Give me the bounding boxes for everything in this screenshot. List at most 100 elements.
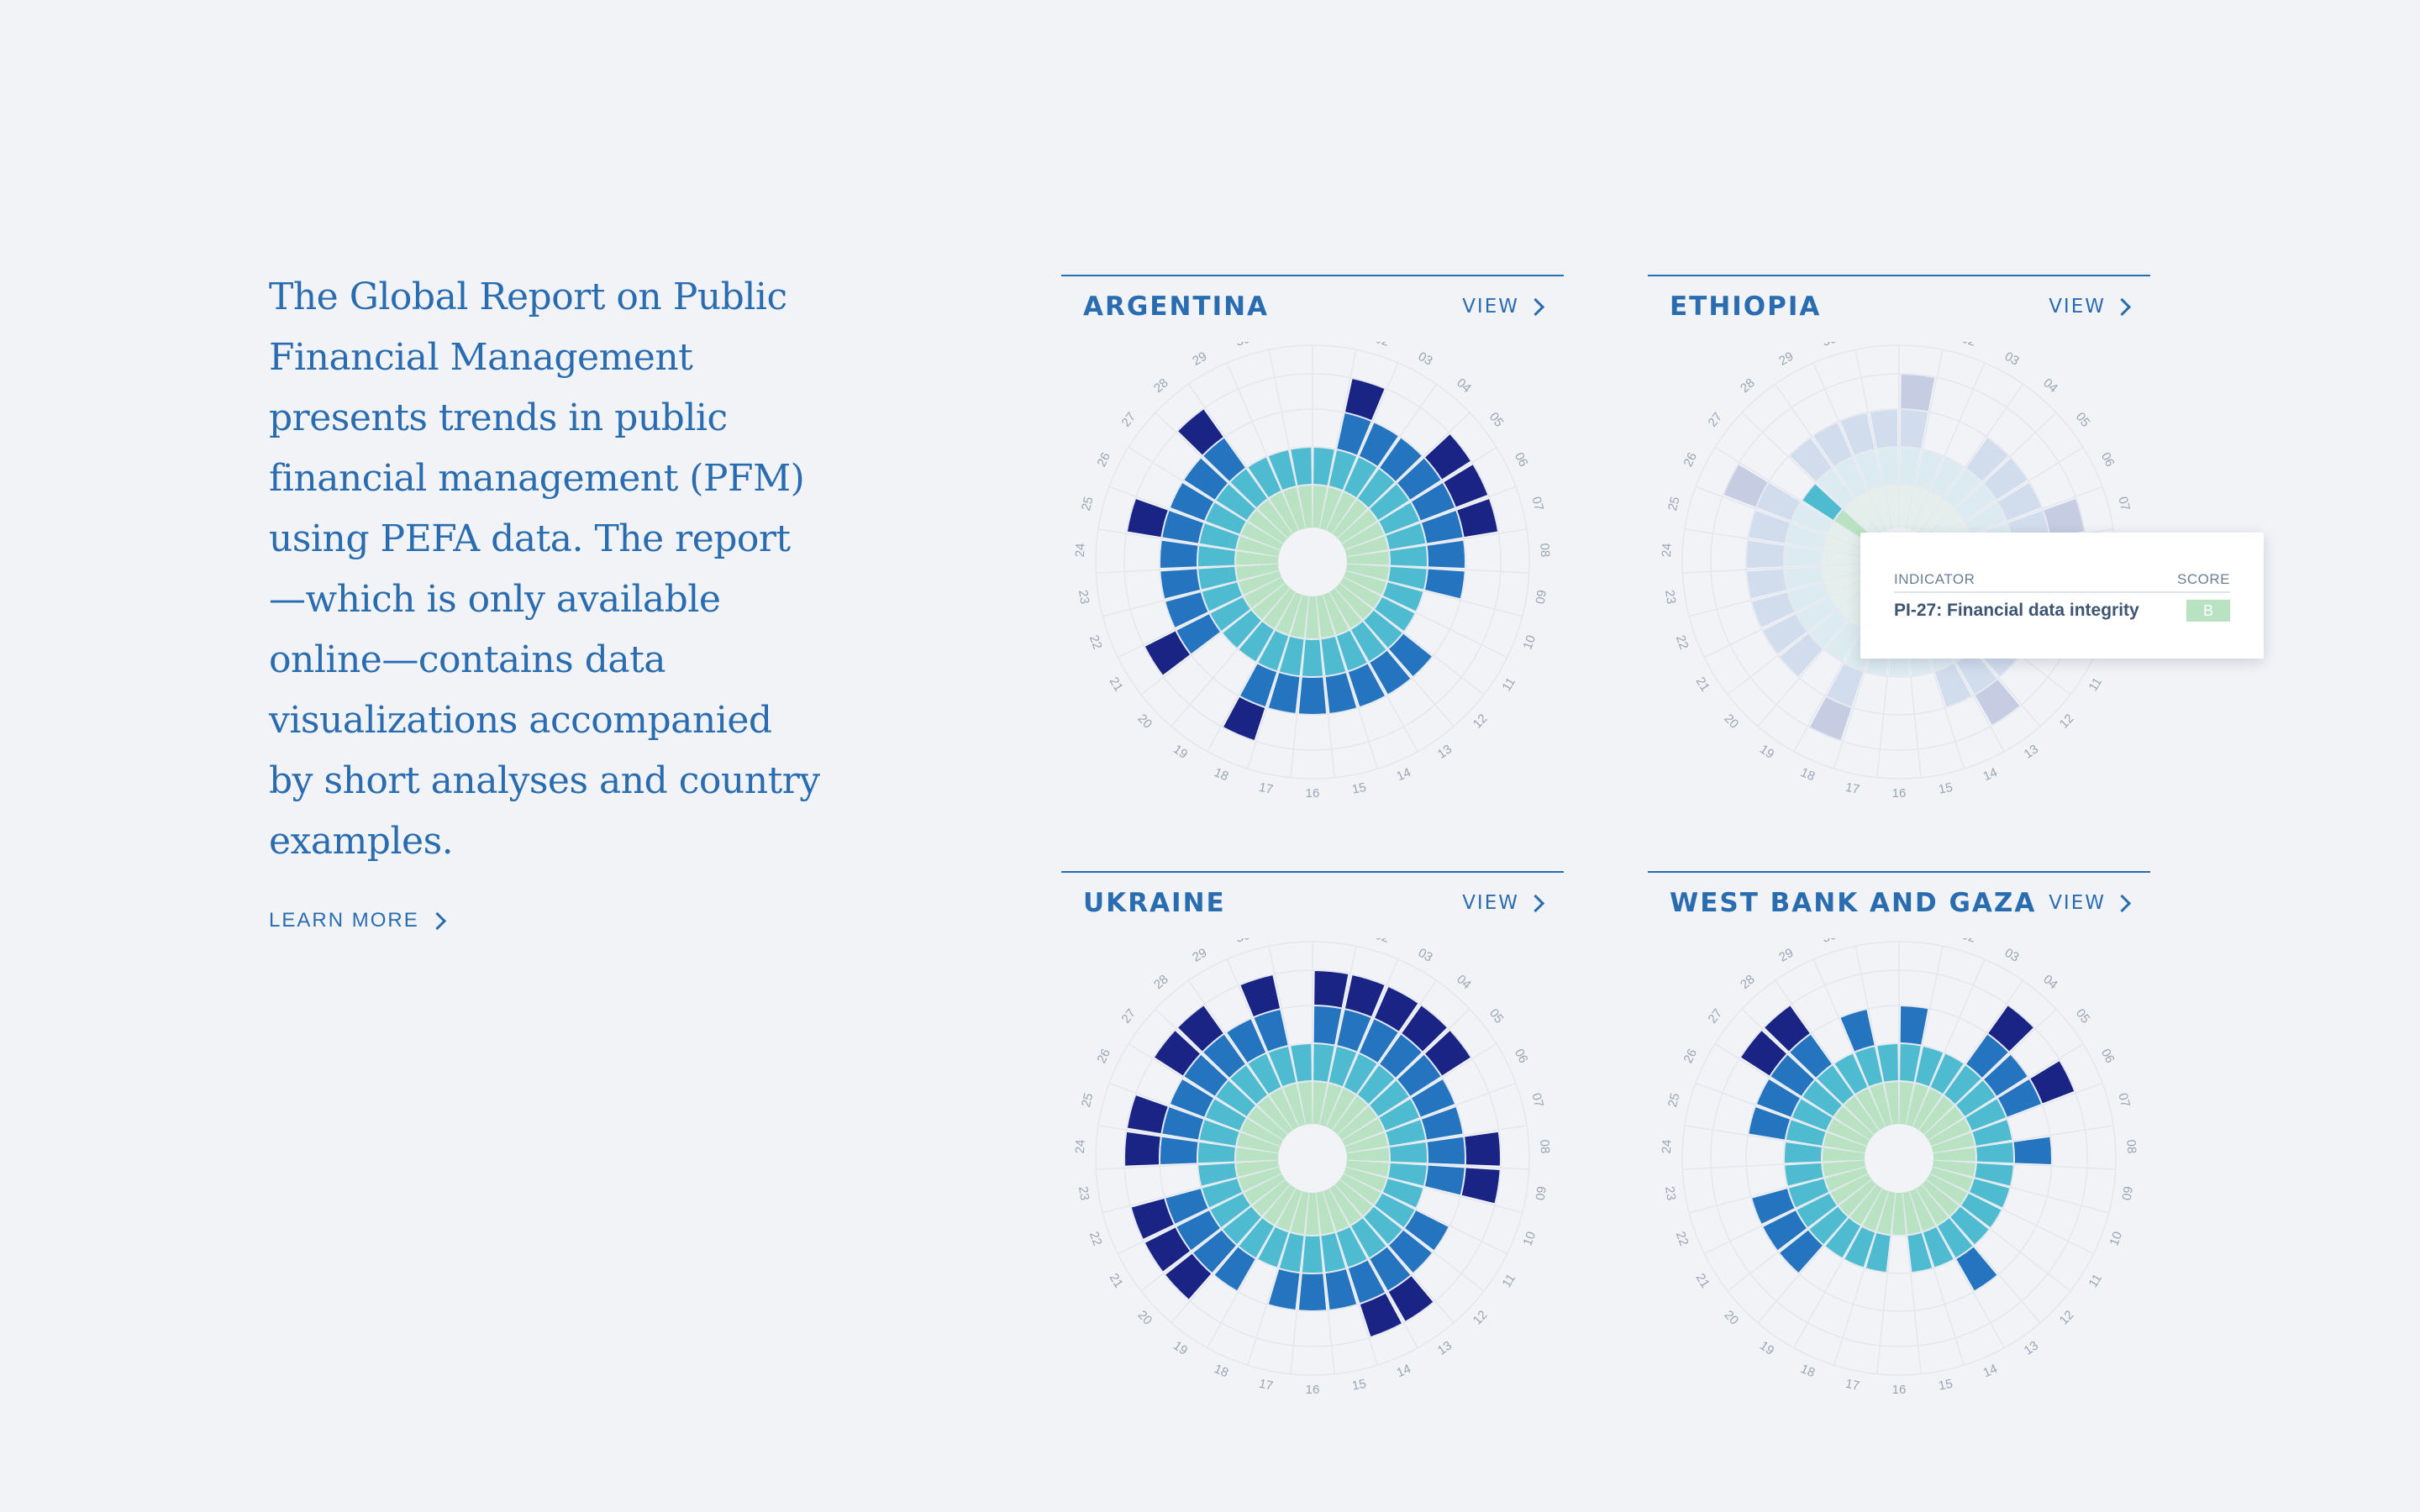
indicator-segment-09-level-2[interactable]	[1388, 1163, 1427, 1186]
indicator-segment-31-level-2[interactable]	[1291, 1044, 1312, 1082]
indicator-segment-25-level-2[interactable]	[1199, 523, 1239, 549]
indicator-segment-08-level-3[interactable]	[1427, 1137, 1465, 1164]
indicator-segment-06-level-2[interactable]	[1965, 1099, 2006, 1131]
indicator-segment-08-level-2[interactable]	[1390, 546, 1428, 567]
indicator-segment-29-level-1[interactable]	[1269, 1088, 1299, 1131]
indicator-segment-30-level-3[interactable]	[1254, 1010, 1288, 1052]
indicator-segment-13-level-1[interactable]	[1329, 588, 1362, 629]
indicator-segment-29-level-3[interactable]	[1813, 423, 1853, 466]
indicator-segment-31-level-2[interactable]	[1877, 1044, 1898, 1082]
indicator-segment-29-level-2[interactable]	[1248, 1053, 1281, 1095]
indicator-segment-05-level-1[interactable]	[1924, 1106, 1964, 1140]
indicator-segment-30-level-1[interactable]	[1283, 1084, 1306, 1127]
indicator-segment-29-level-1[interactable]	[1855, 491, 1886, 534]
indicator-segment-14-level-3[interactable]	[1348, 1260, 1385, 1304]
indicator-segment-20-level-2[interactable]	[1809, 1206, 1848, 1245]
indicator-segment-04-level-4[interactable]	[1402, 1005, 1447, 1052]
indicator-segment-18-level-2[interactable]	[1258, 1226, 1289, 1268]
indicator-segment-29-level-1[interactable]	[1269, 491, 1299, 534]
indicator-segment-25-level-2[interactable]	[1786, 1120, 1826, 1146]
indicator-segment-30-level-2[interactable]	[1854, 450, 1883, 491]
indicator-segment-09-level-2[interactable]	[1975, 1163, 2013, 1186]
indicator-segment-05-level-4[interactable]	[1425, 1031, 1470, 1076]
indicator-segment-23-level-2[interactable]	[1198, 566, 1237, 590]
indicator-segment-28-level-2[interactable]	[1817, 469, 1854, 508]
indicator-segment-25-level-1[interactable]	[1237, 1132, 1281, 1153]
indicator-segment-23-level-1[interactable]	[1236, 1160, 1280, 1177]
indicator-segment-30-level-1[interactable]	[1283, 487, 1306, 531]
indicator-segment-27-level-4[interactable]	[1155, 1031, 1200, 1076]
indicator-segment-02-level-1[interactable]	[1319, 1084, 1342, 1127]
indicator-segment-04-level-1[interactable]	[1918, 499, 1954, 538]
indicator-segment-07-level-4[interactable]	[2044, 499, 2085, 538]
indicator-segment-24-level-1[interactable]	[1823, 1147, 1865, 1162]
indicator-segment-23-level-3[interactable]	[1160, 569, 1200, 599]
indicator-segment-09-level-3[interactable]	[1425, 1165, 1465, 1195]
indicator-segment-21-level-2[interactable]	[1797, 1193, 1837, 1227]
indicator-segment-08-level-2[interactable]	[1390, 1142, 1428, 1163]
indicator-segment-04-level-2[interactable]	[1358, 469, 1395, 508]
indicator-segment-06-level-3[interactable]	[1997, 483, 2041, 521]
indicator-segment-07-level-1[interactable]	[1344, 1132, 1388, 1153]
indicator-segment-22-level-1[interactable]	[1825, 570, 1868, 596]
indicator-segment-15-level-2[interactable]	[1321, 1233, 1346, 1273]
indicator-segment-22-level-3[interactable]	[1752, 592, 1795, 627]
indicator-segment-30-level-3[interactable]	[1840, 413, 1875, 455]
indicator-segment-13-level-1[interactable]	[1329, 1184, 1362, 1226]
indicator-segment-20-level-2[interactable]	[1223, 1206, 1261, 1245]
indicator-segment-12-level-1[interactable]	[1335, 583, 1373, 620]
indicator-segment-19-level-3[interactable]	[1214, 1247, 1255, 1291]
indicator-segment-07-level-2[interactable]	[1972, 1120, 2012, 1146]
indicator-segment-22-level-3[interactable]	[1752, 1189, 1795, 1224]
indicator-segment-02-level-3[interactable]	[1337, 413, 1371, 455]
indicator-segment-23-level-3[interactable]	[1747, 569, 1786, 599]
indicator-segment-26-level-1[interactable]	[1828, 522, 1870, 550]
indicator-segment-18-level-1[interactable]	[1862, 1189, 1889, 1231]
indicator-segment-16-level-1[interactable]	[1305, 596, 1320, 639]
indicator-segment-19-level-2[interactable]	[1825, 1218, 1860, 1258]
indicator-segment-05-level-1[interactable]	[1338, 1106, 1377, 1140]
indicator-segment-21-level-2[interactable]	[1210, 1193, 1250, 1227]
indicator-segment-03-level-1[interactable]	[1326, 491, 1356, 534]
indicator-segment-02-level-2[interactable]	[1328, 1047, 1357, 1087]
indicator-segment-26-level-2[interactable]	[1792, 1099, 1833, 1131]
indicator-segment-26-level-4[interactable]	[1723, 465, 1768, 507]
indicator-segment-15-level-1[interactable]	[1902, 1191, 1922, 1235]
indicator-segment-03-level-2[interactable]	[1930, 457, 1964, 498]
indicator-segment-14-level-3[interactable]	[1934, 664, 1971, 707]
indicator-segment-24-level-2[interactable]	[1784, 546, 1822, 567]
indicator-segment-26-level-1[interactable]	[1828, 1118, 1870, 1147]
indicator-segment-18-level-4[interactable]	[1810, 697, 1852, 740]
indicator-segment-15-level-1[interactable]	[1316, 595, 1335, 638]
indicator-segment-18-level-3[interactable]	[1827, 664, 1864, 707]
indicator-segment-27-level-3[interactable]	[1184, 458, 1228, 500]
indicator-segment-17-level-1[interactable]	[1290, 1191, 1309, 1235]
indicator-segment-10-level-1[interactable]	[1344, 570, 1386, 596]
indicator-segment-23-level-1[interactable]	[1236, 564, 1280, 580]
indicator-segment-17-level-3[interactable]	[1268, 673, 1300, 713]
indicator-segment-15-level-2[interactable]	[1321, 637, 1346, 676]
indicator-segment-27-level-3[interactable]	[1184, 1054, 1228, 1096]
indicator-segment-20-level-1[interactable]	[1839, 1179, 1876, 1216]
indicator-segment-17-level-2[interactable]	[1279, 637, 1304, 676]
indicator-segment-28-level-3[interactable]	[1203, 438, 1245, 481]
indicator-segment-19-level-1[interactable]	[1263, 588, 1296, 629]
indicator-segment-20-level-3[interactable]	[1193, 1230, 1236, 1273]
indicator-segment-18-level-1[interactable]	[1276, 592, 1302, 635]
indicator-segment-26-level-3[interactable]	[1757, 483, 1801, 521]
indicator-segment-13-level-1[interactable]	[1916, 1184, 1949, 1226]
indicator-segment-02-level-1[interactable]	[1906, 487, 1928, 531]
indicator-segment-21-level-3[interactable]	[1763, 614, 1807, 654]
indicator-segment-06-level-1[interactable]	[1342, 1118, 1384, 1147]
indicator-segment-20-level-2[interactable]	[1223, 610, 1261, 648]
indicator-segment-04-level-1[interactable]	[1332, 499, 1368, 538]
indicator-segment-09-level-1[interactable]	[1345, 564, 1389, 580]
indicator-segment-02-level-2[interactable]	[1915, 1047, 1944, 1087]
indicator-segment-27-level-3[interactable]	[1770, 1054, 1814, 1096]
indicator-segment-26-level-3[interactable]	[1171, 483, 1214, 521]
indicator-segment-21-level-1[interactable]	[1830, 1173, 1872, 1205]
indicator-segment-12-level-3[interactable]	[1389, 1230, 1432, 1273]
indicator-segment-03-level-3[interactable]	[1359, 423, 1398, 466]
indicator-segment-26-level-2[interactable]	[1206, 502, 1246, 534]
indicator-segment-28-level-2[interactable]	[1230, 469, 1267, 508]
